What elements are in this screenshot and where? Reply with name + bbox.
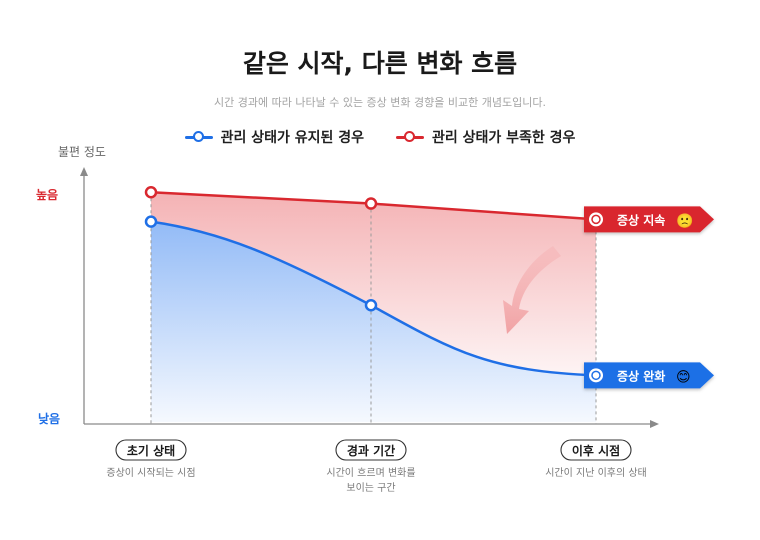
chart-title: 같은 시작, 다른 변화 흐름 xyxy=(242,49,518,78)
lacking-end-label: 증상 지속 xyxy=(617,212,665,227)
data-point-maintained-end-inner xyxy=(591,370,601,381)
maintained-ribbon xyxy=(584,362,714,389)
legend: 관리 상태가 유지된 경우 관리 상태가 부족한 경우 xyxy=(0,127,760,147)
category-pill xyxy=(115,439,187,461)
y-high-label: 높음 xyxy=(36,187,58,202)
category-note: 증상이 시작되는 시점 xyxy=(106,467,195,479)
maintained-ribbon-shape xyxy=(584,362,714,389)
legend-item-lacking: 관리 상태가 부족한 경우 xyxy=(396,127,575,147)
lacking-ribbon xyxy=(584,206,714,233)
category-note: 시간이 지난 이후의 상태 xyxy=(545,467,647,479)
data-point-lacking-end-inner xyxy=(591,214,601,225)
maintained-emoji: 😊 xyxy=(676,369,691,385)
area-lacking xyxy=(151,192,596,376)
legend-swatch-lacking xyxy=(396,131,424,143)
data-point-maintained xyxy=(364,299,378,312)
legend-label-lacking: 관리 상태가 부족한 경우 xyxy=(432,130,576,146)
legend-swatch-maintained xyxy=(184,131,213,143)
legend-item-maintained: 관리 상태가 유지된 경우 xyxy=(184,127,364,147)
data-point-lacking xyxy=(144,186,158,199)
y-axis-arrow xyxy=(80,167,88,176)
chart-subtitle: 시간 경과에 따라 나타날 수 있는 증상 변화 경향을 비교한 개념도입니다. xyxy=(214,96,546,109)
y-axis-label: 불편 정도 xyxy=(58,145,106,159)
legend-label-maintained: 관리 상태가 유지된 경우 xyxy=(220,130,364,146)
area-maintained xyxy=(151,221,596,422)
data-point-maintained xyxy=(144,215,158,228)
category-pill xyxy=(560,439,632,461)
y-low-label: 낮음 xyxy=(38,411,60,426)
category-label: 초기 상태 xyxy=(127,443,175,458)
lacking-emoji: 🙁 xyxy=(676,212,693,229)
lacking-ribbon-shape xyxy=(584,206,714,233)
category-note: 시간이 흐르며 변화를 xyxy=(326,467,415,479)
category-note: 보이는 구간 xyxy=(346,482,395,494)
trend-arrow xyxy=(503,246,561,334)
category-label: 경과 기간 xyxy=(347,443,395,458)
maintained-end-label: 증상 완화 xyxy=(617,368,665,383)
x-axis-arrow xyxy=(650,420,659,428)
category-label: 이후 시점 xyxy=(572,443,620,458)
category-pill xyxy=(335,439,407,461)
data-point-lacking xyxy=(364,197,378,210)
